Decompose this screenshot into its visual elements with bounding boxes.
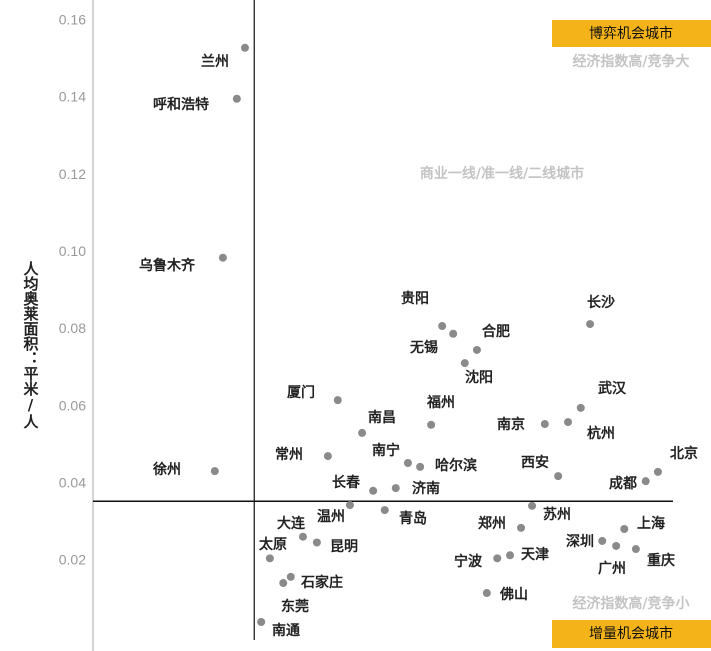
point-label: 天津 [521, 546, 549, 563]
point-label: 无锡 [409, 339, 438, 356]
point-label: 东莞 [281, 598, 309, 615]
point-label: 宁波 [454, 553, 483, 570]
point [576, 403, 585, 412]
point [369, 486, 378, 495]
point-label: 苏州 [543, 506, 571, 523]
point [345, 501, 354, 510]
point [286, 572, 295, 581]
point-label: 青岛 [399, 510, 427, 527]
point [312, 538, 321, 547]
point [472, 345, 481, 354]
point-label: 深圳 [566, 533, 594, 550]
point [506, 551, 515, 560]
y-tick-label: 0.02 [59, 552, 86, 568]
point [391, 484, 400, 493]
quadrant-badge [552, 20, 711, 47]
quadrant-badge [552, 620, 711, 648]
point [240, 43, 249, 52]
point [620, 524, 629, 533]
point-label: 南昌 [368, 409, 396, 426]
quadrant-note: 经济指数高/竞争小 [572, 595, 689, 612]
quadrant-title: 增量机会城市 [589, 625, 673, 642]
point [438, 322, 447, 331]
point-label: 济南 [412, 480, 440, 497]
point [631, 545, 640, 554]
quadrant-title: 博弈机会城市 [589, 25, 673, 42]
point [540, 420, 549, 429]
point-label: 武汉 [598, 380, 627, 397]
point-label: 北京 [670, 445, 698, 462]
y-tick-label: 0.12 [59, 166, 86, 182]
point [554, 472, 563, 481]
point [232, 94, 241, 103]
point-label: 徐州 [152, 461, 181, 478]
point [265, 554, 274, 563]
point-label: 合肥 [482, 323, 510, 340]
point-label: 长沙 [587, 294, 615, 311]
y-tick-label: 0.06 [59, 397, 86, 413]
point [641, 477, 650, 486]
middle-note: 商业一线/准一线/二线城市 [420, 165, 584, 182]
quadrant-note: 经济指数高/竞争大 [572, 53, 689, 70]
point [586, 320, 595, 329]
point-label: 福州 [426, 394, 455, 411]
point [323, 452, 332, 461]
point-label: 太原 [259, 536, 287, 553]
point-label: 乌鲁木齐 [139, 257, 196, 274]
point-label: 成都 [609, 475, 637, 492]
point-label: 大连 [277, 515, 306, 532]
y-tick-label: 0.16 [59, 11, 86, 27]
point [528, 501, 537, 510]
point [449, 329, 458, 338]
point-label: 上海 [637, 515, 665, 532]
point [482, 589, 491, 598]
point [598, 536, 607, 545]
y-tick-label: 0.08 [59, 320, 86, 336]
point [517, 523, 526, 532]
y-tick-label: 0.10 [59, 243, 86, 259]
point-label: 哈尔滨 [435, 457, 477, 474]
point [460, 359, 469, 368]
point [653, 467, 662, 476]
point [298, 532, 307, 541]
point-label: 昆明 [330, 539, 358, 555]
point [493, 554, 502, 563]
point-label: 南通 [272, 622, 300, 639]
point-label: 广州 [598, 560, 626, 577]
point-label: 厦门 [287, 384, 315, 401]
point [416, 462, 425, 471]
point-label: 重庆 [647, 552, 675, 569]
y-axis-label: 人均奥莱面积：平米/人 [22, 261, 40, 429]
point [403, 459, 412, 468]
point-label: 南京 [497, 416, 525, 433]
point-label: 长春 [332, 474, 361, 491]
point-label: 杭州 [587, 425, 615, 442]
point [210, 467, 219, 476]
point [218, 253, 227, 262]
point-label: 佛山 [499, 586, 528, 603]
point-label: 石家庄 [300, 574, 343, 591]
point [427, 420, 436, 429]
point [257, 617, 266, 626]
point-label: 温州 [317, 509, 345, 525]
point-label: 贵阳 [401, 290, 429, 307]
point [358, 428, 367, 437]
point-label: 呼和浩特 [153, 96, 209, 113]
point-label: 郑州 [478, 515, 506, 532]
point-label: 南宁 [372, 442, 400, 459]
y-tick-label: 0.04 [59, 475, 86, 491]
point [279, 579, 288, 588]
point-label: 常州 [275, 446, 303, 463]
point [333, 396, 342, 405]
point-label: 西安 [521, 454, 549, 471]
point [564, 418, 573, 427]
point [380, 506, 389, 515]
y-tick-label: 0.14 [59, 89, 86, 105]
point-label: 兰州 [201, 53, 229, 70]
point [612, 541, 621, 550]
point-label: 沈阳 [465, 369, 493, 386]
